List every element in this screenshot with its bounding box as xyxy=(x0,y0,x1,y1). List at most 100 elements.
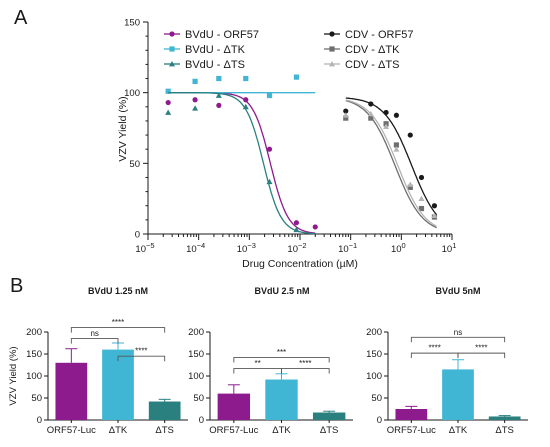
data-point xyxy=(407,184,413,190)
data-point xyxy=(368,101,374,107)
legend-marker xyxy=(329,61,335,67)
category-label: ΔTS xyxy=(495,425,514,436)
x-tick-label: 10−3 xyxy=(237,241,256,255)
significance-label: ns xyxy=(90,329,98,338)
x-tick-exponent: −1 xyxy=(349,241,358,250)
x-tick-base: 10 xyxy=(287,244,298,255)
panel-label-a: A xyxy=(14,7,28,29)
bar xyxy=(488,416,521,420)
legend-label: BVdU - ORF57 xyxy=(185,29,259,41)
x-tick-label: 10−2 xyxy=(287,241,306,255)
x-tick-exponent: −5 xyxy=(146,241,155,250)
bar-chart-title: BVdU 1.25 nM xyxy=(88,286,148,296)
data-point xyxy=(293,220,300,226)
y-tick-label: 200 xyxy=(26,327,42,338)
panel-label-b: B xyxy=(10,275,23,297)
legend-marker xyxy=(169,61,175,67)
x-tick-exponent: 0 xyxy=(402,241,406,250)
data-point xyxy=(431,212,438,219)
legend-marker xyxy=(169,31,175,37)
category-label: ORF57-Luc xyxy=(209,425,258,436)
y-tick-label: 0 xyxy=(199,415,204,426)
legend-label: CDV - ΔTK xyxy=(345,44,400,56)
data-point xyxy=(383,109,389,116)
data-point xyxy=(215,92,222,98)
bar-chart: BVdU 2.5 nM 0 50 100 150 200 ORF57-Luc ΔTK ΔTS **… xyxy=(188,286,353,436)
significance-bracket xyxy=(457,352,506,359)
data-point xyxy=(383,123,390,129)
y-tick-label: 50 xyxy=(193,393,204,404)
significance-label: ns xyxy=(454,328,462,337)
data-point xyxy=(393,146,400,152)
data-point xyxy=(243,75,249,82)
y-tick-label: 0 xyxy=(135,230,140,241)
data-point xyxy=(266,178,273,185)
category-label: ΔTS xyxy=(155,425,174,436)
bar-chart-title: BVdU 5nM xyxy=(436,286,481,296)
significance-label: **** xyxy=(112,318,124,327)
data-point xyxy=(342,112,349,118)
bar xyxy=(265,379,298,420)
category-label: ΔTK xyxy=(272,425,291,436)
y-tick-label: 150 xyxy=(366,349,382,360)
data-point xyxy=(407,181,414,187)
significance-bracket xyxy=(281,368,330,374)
category-label: ΔTS xyxy=(320,425,339,436)
data-point xyxy=(431,203,438,209)
fit-curve xyxy=(345,97,438,216)
category-label: ΔTK xyxy=(449,425,468,436)
y-tick-label: 100 xyxy=(124,88,140,99)
bar-chart: BVdU 1.25 nM VZV Yield (%) 0 50 100 150 200 ORF… xyxy=(8,286,188,436)
fit-curve xyxy=(168,92,316,235)
data-point xyxy=(192,78,198,84)
significance-label: **** xyxy=(135,347,147,356)
y-tick-label: 50 xyxy=(371,393,382,404)
x-tick-label: 10−5 xyxy=(135,241,154,255)
legend-label: BVdU - ΔTK xyxy=(185,44,246,56)
data-point xyxy=(216,75,222,82)
data-point xyxy=(266,92,273,99)
bar xyxy=(55,362,88,420)
bar xyxy=(312,412,346,420)
bar xyxy=(217,393,251,420)
x-tick-base: 10 xyxy=(338,244,349,255)
x-tick-exponent: −2 xyxy=(298,241,307,250)
data-point xyxy=(418,174,425,181)
data-point xyxy=(343,115,349,121)
y-tick-label: 0 xyxy=(377,415,382,426)
x-tick-base: 10 xyxy=(237,244,248,255)
x-tick-base: 10 xyxy=(186,244,197,255)
legend-marker xyxy=(169,46,175,52)
bar xyxy=(442,369,474,420)
x-tick-label: 10−1 xyxy=(338,241,357,255)
data-point xyxy=(393,142,400,148)
x-axis-label: Drug Concentration (µM) xyxy=(242,258,358,270)
significance-label: **** xyxy=(299,359,311,368)
data-point xyxy=(293,74,300,80)
legend-marker xyxy=(329,46,335,52)
legend-label: BVdU - ΔTS xyxy=(185,59,245,71)
bar xyxy=(148,401,181,420)
data-point xyxy=(216,102,222,108)
category-label: ORF57-Luc xyxy=(387,425,436,436)
x-tick-base: 10 xyxy=(391,244,402,255)
fit-curve xyxy=(168,92,316,234)
significance-bracket xyxy=(117,355,166,362)
x-tick-exponent: −3 xyxy=(247,241,256,250)
y-tick-label: 50 xyxy=(31,393,42,404)
bar xyxy=(102,349,134,420)
data-point xyxy=(165,88,171,94)
data-point xyxy=(242,103,249,110)
bar-chart-title: BVdU 2.5 nM xyxy=(254,286,309,296)
data-point xyxy=(312,224,318,230)
data-point xyxy=(418,205,425,212)
data-point xyxy=(393,112,400,118)
significance-label: *** xyxy=(277,348,286,357)
data-point xyxy=(165,109,172,115)
data-point xyxy=(343,108,349,114)
data-point xyxy=(407,132,413,138)
y-tick-label: 100 xyxy=(26,371,42,382)
fit-curve xyxy=(345,99,437,229)
significance-label: **** xyxy=(475,344,487,353)
y-tick-label: 100 xyxy=(188,371,204,382)
